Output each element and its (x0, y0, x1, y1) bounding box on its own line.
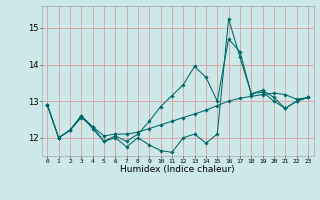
X-axis label: Humidex (Indice chaleur): Humidex (Indice chaleur) (120, 165, 235, 174)
